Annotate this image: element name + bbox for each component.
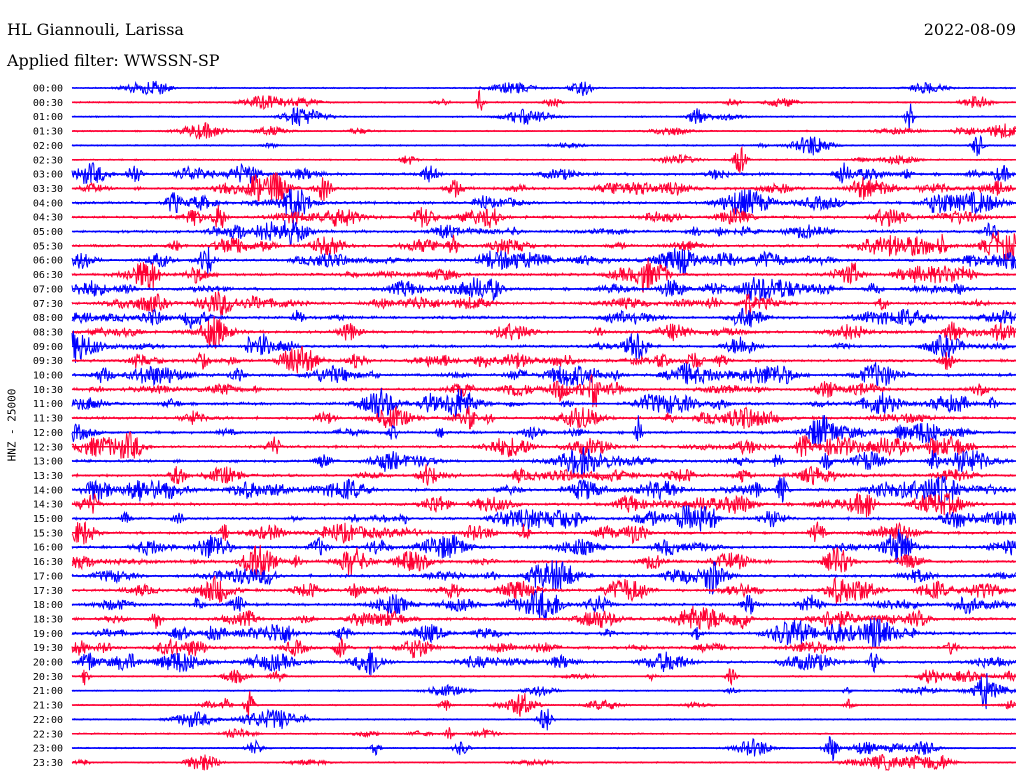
- tick-label: 00:30: [33, 98, 63, 109]
- tick-label: 21:30: [33, 701, 63, 712]
- tick-label: 14:00: [33, 485, 63, 496]
- tick-label: 18:30: [33, 614, 63, 625]
- tick-label: 05:30: [33, 241, 63, 252]
- trace-1430: [71, 492, 1016, 518]
- tick-label: 14:30: [33, 500, 63, 511]
- trace-0100: [71, 103, 1016, 132]
- tick-label: 08:00: [33, 313, 63, 324]
- station-title: HL Giannouli, Larissa: [7, 20, 184, 39]
- trace-1930: [71, 636, 1016, 659]
- tick-label: 05:00: [33, 227, 63, 238]
- tick-label: 16:00: [33, 543, 63, 554]
- tick-label: 07:00: [33, 284, 63, 295]
- tick-label: 07:30: [33, 299, 63, 310]
- tick-label: 12:00: [33, 428, 63, 439]
- tick-label: 17:30: [33, 586, 63, 597]
- tick-label: 20:30: [33, 672, 63, 683]
- trace-0500: [71, 219, 1016, 246]
- trace-0200: [71, 134, 1016, 157]
- tick-label: 18:00: [33, 600, 63, 611]
- tick-label: 15:00: [33, 514, 63, 525]
- tick-label: 23:00: [33, 744, 63, 755]
- trace-0400: [71, 188, 1017, 220]
- trace-1730: [71, 575, 1017, 605]
- tick-label: 10:00: [33, 371, 63, 382]
- tick-label: 06:30: [33, 270, 63, 281]
- tick-label: 19:00: [33, 629, 63, 640]
- tick-label: 02:30: [33, 155, 63, 166]
- tick-label: 11:00: [33, 399, 63, 410]
- tick-label: 03:30: [33, 184, 63, 195]
- tick-label: 21:00: [33, 686, 63, 697]
- trace-1600: [71, 529, 1017, 565]
- tick-label: 01:00: [33, 112, 63, 123]
- tick-label: 23:30: [33, 758, 63, 769]
- trace-0330: [71, 172, 1016, 203]
- tick-label: 19:30: [33, 643, 63, 654]
- date-label: 2022-08-09: [923, 20, 1016, 39]
- trace-0030: [71, 89, 1016, 111]
- tick-label: 20:00: [33, 658, 63, 669]
- tick-label: 03:00: [33, 170, 63, 181]
- filter-label: Applied filter: WWSSN-SP: [7, 51, 220, 70]
- tick-label: 04:00: [33, 198, 63, 209]
- tick-label: 15:30: [33, 528, 63, 539]
- tick-label: 13:30: [33, 471, 63, 482]
- tick-label: 22:30: [33, 729, 63, 740]
- trace-1230: [71, 430, 1016, 459]
- tick-label: 17:00: [33, 571, 63, 582]
- tick-label: 02:00: [33, 141, 63, 152]
- tick-label: 09:00: [33, 342, 63, 353]
- tick-label: 01:30: [33, 127, 63, 138]
- trace-1830: [71, 605, 1017, 630]
- tick-label: 11:30: [33, 414, 63, 425]
- tick-label: 06:00: [33, 256, 63, 267]
- tick-label: 22:00: [33, 715, 63, 726]
- tick-label: 10:30: [33, 385, 63, 396]
- tick-label: 08:30: [33, 327, 63, 338]
- tick-label: 09:30: [33, 356, 63, 367]
- tick-label: 04:30: [33, 213, 63, 224]
- trace-1200: [71, 415, 1016, 448]
- tick-label: 00:00: [33, 84, 63, 95]
- tick-label: 16:30: [33, 557, 63, 568]
- trace-0300: [71, 161, 1016, 184]
- trace-1800: [71, 589, 1017, 621]
- tick-label: 13:00: [33, 457, 63, 468]
- tick-label: 12:30: [33, 442, 63, 453]
